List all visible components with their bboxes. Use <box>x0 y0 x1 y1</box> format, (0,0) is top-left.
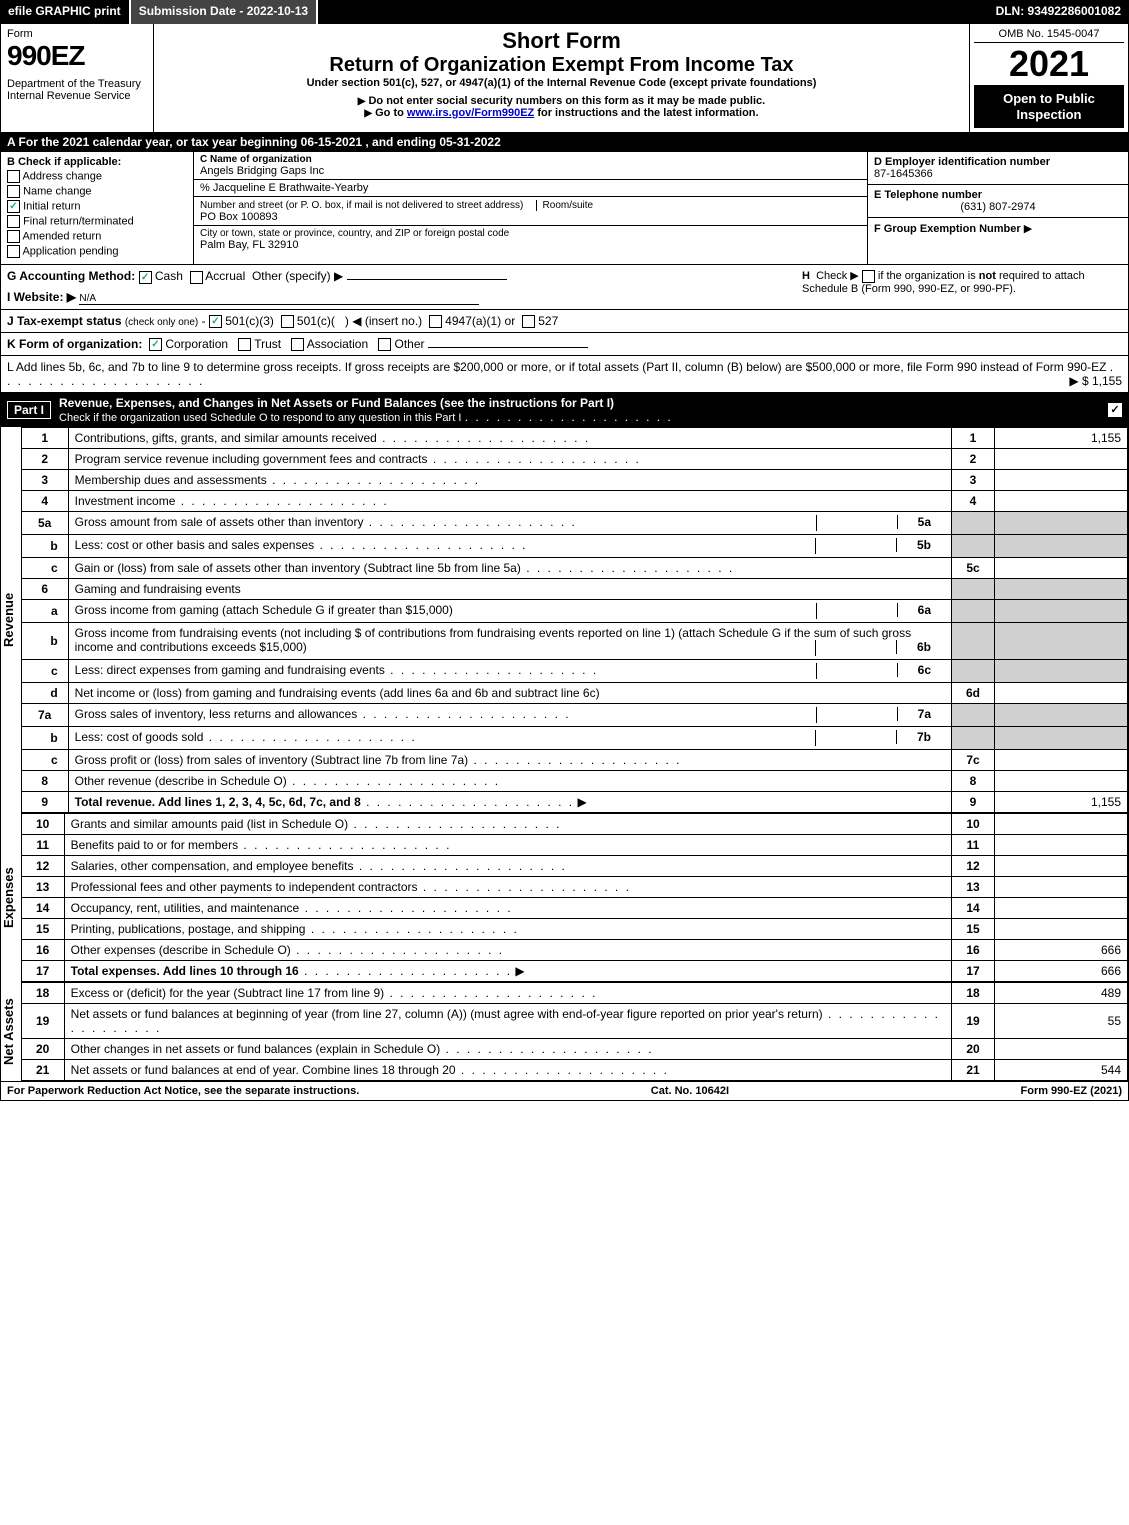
revenue-table: 1Contributions, gifts, grants, and simil… <box>21 427 1128 813</box>
box-b-title: B Check if applicable: <box>7 156 187 168</box>
note-goto-post: for instructions and the latest informat… <box>534 107 758 119</box>
expenses-table: 10Grants and similar amounts paid (list … <box>21 813 1128 982</box>
chk-final-return[interactable] <box>7 215 20 228</box>
part1-subtitle: Check if the organization used Schedule … <box>59 412 461 424</box>
submission-date: Submission Date - 2022-10-13 <box>131 0 318 24</box>
chk-schedule-b[interactable] <box>862 270 875 283</box>
chk-501c[interactable] <box>281 315 294 328</box>
chk-address-change[interactable] <box>7 170 20 183</box>
e-label: E Telephone number <box>874 189 1122 201</box>
line-i-label: I Website: ▶ <box>7 290 76 304</box>
revenue-label: Revenue <box>1 427 21 813</box>
chk-527[interactable] <box>522 315 535 328</box>
form-header: Form 990EZ Department of the Treasury In… <box>0 24 1129 133</box>
form-number: 990EZ <box>7 40 147 72</box>
line-h: H Check ▶ if the organization is not req… <box>792 269 1122 304</box>
chk-initial-return[interactable] <box>7 200 20 213</box>
line-l: L Add lines 5b, 6c, and 7b to line 9 to … <box>0 356 1129 393</box>
title-return: Return of Organization Exempt From Incom… <box>162 54 961 77</box>
dept-label: Department of the Treasury Internal Reve… <box>7 78 147 102</box>
expenses-label: Expenses <box>1 813 21 982</box>
d-label: D Employer identification number <box>874 156 1122 168</box>
chk-trust[interactable] <box>238 338 251 351</box>
irs-link[interactable]: www.irs.gov/Form990EZ <box>407 107 534 119</box>
note-ssn: Do not enter social security numbers on … <box>162 95 961 107</box>
chk-accrual[interactable] <box>190 271 203 284</box>
street: PO Box 100893 <box>200 211 861 223</box>
phone: (631) 807-2974 <box>874 201 1122 213</box>
ein: 87-1645366 <box>874 168 1122 180</box>
room-label: Room/suite <box>536 200 594 211</box>
chk-501c3[interactable] <box>209 315 222 328</box>
chk-app-pending[interactable] <box>7 245 20 258</box>
chk-cash[interactable] <box>139 271 152 284</box>
line-k: K Form of organization: Corporation Trus… <box>0 333 1129 356</box>
box-def: D Employer identification number 87-1645… <box>867 152 1128 264</box>
info-grid: B Check if applicable: Address change Na… <box>0 152 1129 265</box>
part1-title: Revenue, Expenses, and Changes in Net As… <box>59 396 614 410</box>
line-l-value: ▶ $ 1,155 <box>1069 374 1122 388</box>
chk-assoc[interactable] <box>291 338 304 351</box>
page-footer: For Paperwork Reduction Act Notice, see … <box>0 1082 1129 1101</box>
line-g-label: G Accounting Method: <box>7 269 135 283</box>
chk-name-change[interactable] <box>7 185 20 198</box>
omb-number: OMB No. 1545-0047 <box>974 28 1124 43</box>
top-bar: efile GRAPHIC print Submission Date - 20… <box>0 0 1129 24</box>
chk-amended[interactable] <box>7 230 20 243</box>
part1-header: Part I Revenue, Expenses, and Changes in… <box>0 393 1129 427</box>
netassets-table: 18Excess or (deficit) for the year (Subt… <box>21 982 1128 1081</box>
chk-4947[interactable] <box>429 315 442 328</box>
city: Palm Bay, FL 32910 <box>200 239 861 251</box>
tax-year: 2021 <box>974 43 1124 85</box>
box-b: B Check if applicable: Address change Na… <box>1 152 194 264</box>
website: N/A <box>79 293 479 305</box>
pct-line: % Jacqueline E Brathwaite-Yearby <box>194 180 867 197</box>
dln: DLN: 93492286001082 <box>988 0 1129 24</box>
street-label: Number and street (or P. O. box, if mail… <box>200 200 523 211</box>
efile-label: efile GRAPHIC print <box>0 0 131 24</box>
netassets-label: Net Assets <box>1 982 21 1081</box>
chk-corp[interactable] <box>149 338 162 351</box>
section-a: A For the 2021 calendar year, or tax yea… <box>0 133 1129 152</box>
city-label: City or town, state or province, country… <box>200 228 861 239</box>
footer-left: For Paperwork Reduction Act Notice, see … <box>7 1085 359 1097</box>
footer-right: Form 990-EZ (2021) <box>1021 1085 1122 1097</box>
f-label: F Group Exemption Number <box>874 223 1021 235</box>
chk-other-org[interactable] <box>378 338 391 351</box>
title-short-form: Short Form <box>162 28 961 54</box>
org-name: Angels Bridging Gaps Inc <box>200 165 861 177</box>
box-c: C Name of organization Angels Bridging G… <box>194 152 867 264</box>
f-arrow: ▶ <box>1024 223 1032 235</box>
footer-center: Cat. No. 10642I <box>651 1085 729 1097</box>
note-goto-pre: Go to <box>364 107 406 119</box>
part1-check[interactable]: ✓ <box>1108 403 1122 417</box>
c-label: C Name of organization <box>200 154 861 165</box>
line-j: J Tax-exempt status (check only one) - 5… <box>0 310 1129 333</box>
form-word: Form <box>7 28 147 40</box>
subtitle: Under section 501(c), 527, or 4947(a)(1)… <box>162 77 961 89</box>
inspection-badge: Open to Public Inspection <box>974 85 1124 128</box>
part1-label: Part I <box>7 401 51 419</box>
